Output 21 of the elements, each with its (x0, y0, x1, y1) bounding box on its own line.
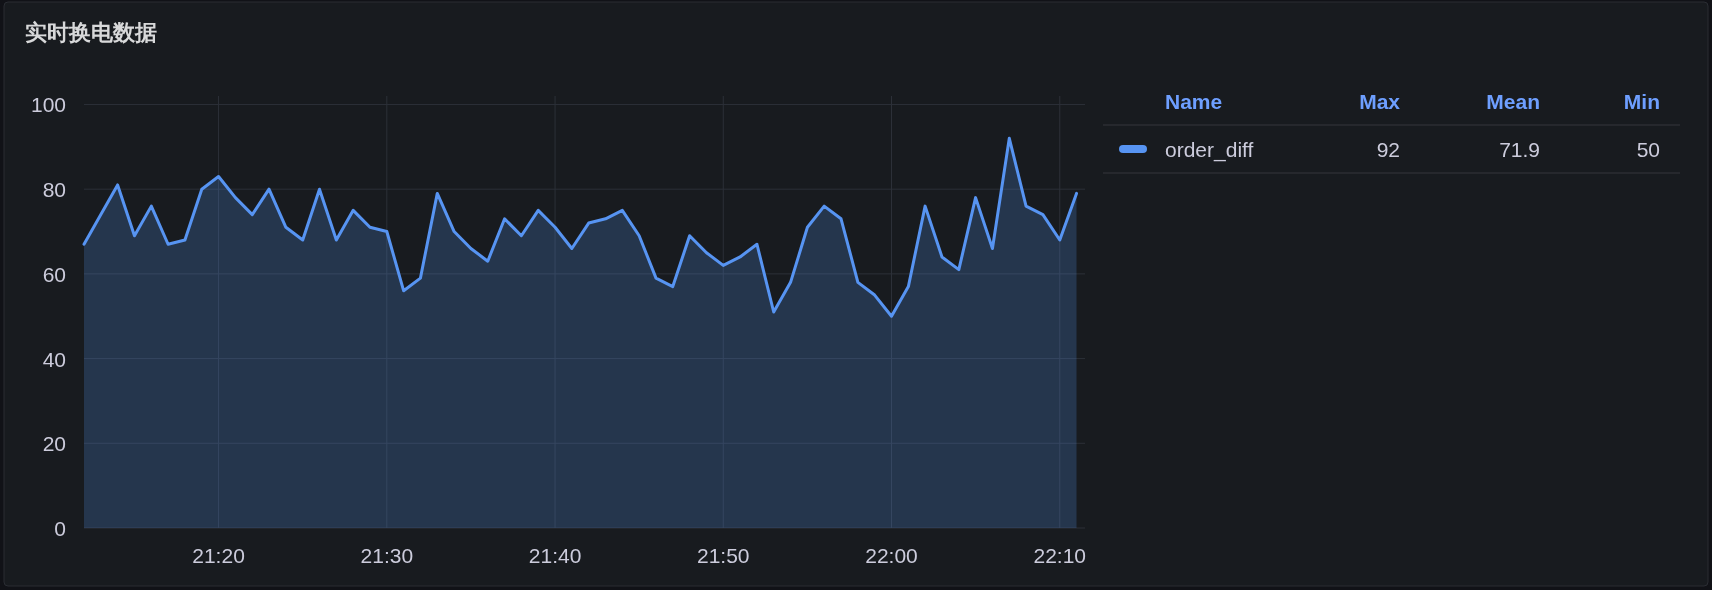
x-tick-label: 22:00 (865, 544, 918, 567)
x-tick-label: 22:10 (1033, 544, 1087, 567)
text: 50 (1636, 138, 1660, 161)
y-tick-label: 40 (42, 347, 66, 371)
y-tick-label: 20 (42, 432, 66, 456)
text: Name (1165, 90, 1223, 113)
y-tick-label: 100 (30, 93, 66, 117)
x-tick-label: 21:30 (360, 544, 414, 567)
chart-title: 实时换电数据 (25, 20, 157, 45)
y-tick-label: 60 (42, 262, 66, 286)
x-tick-label: 21:40 (528, 544, 582, 567)
y-tick-label: 80 (42, 178, 66, 202)
x-tick-label: 21:20 (192, 544, 245, 567)
x-tick-label: 21:50 (696, 544, 750, 567)
text: Mean (1486, 90, 1540, 113)
text: Max (1359, 90, 1401, 113)
text: Min (1623, 90, 1660, 113)
legend-label: order_diff (1165, 138, 1254, 162)
text: 92 (1376, 138, 1400, 161)
text: 71.9 (1499, 138, 1540, 161)
y-tick-label: 0 (54, 517, 66, 540)
